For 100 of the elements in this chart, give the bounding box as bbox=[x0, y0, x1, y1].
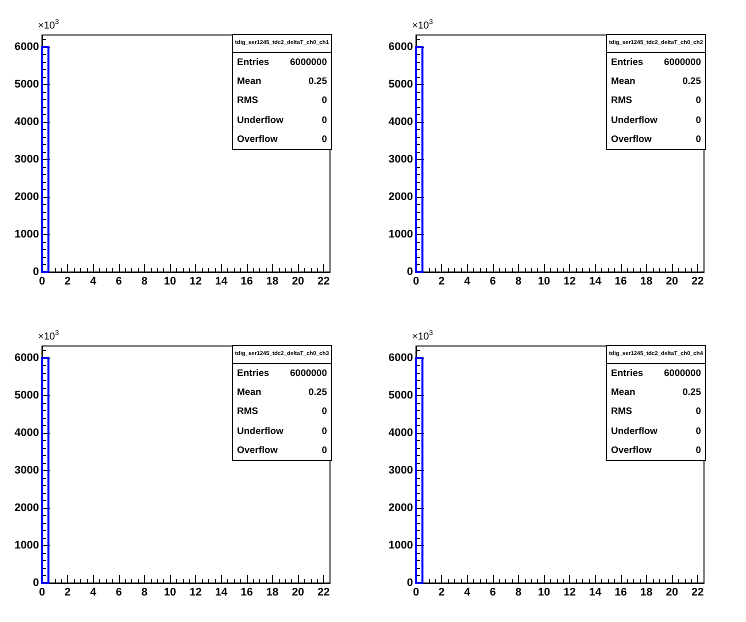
x-tick-label: 12 bbox=[563, 586, 576, 598]
x-tick-label: 8 bbox=[141, 276, 148, 288]
x-tick-label: 2 bbox=[64, 276, 71, 288]
y-tick-label: 5000 bbox=[388, 390, 413, 402]
y-tick-label: 4000 bbox=[388, 427, 413, 439]
annotation: RMS bbox=[237, 405, 258, 420]
x-tick-label: 8 bbox=[515, 586, 522, 598]
y-tick-label: 5000 bbox=[14, 78, 39, 90]
x-tick-label: 4 bbox=[90, 276, 98, 288]
annotation: Underflow bbox=[611, 114, 658, 128]
x-tick-label: 8 bbox=[515, 276, 522, 288]
y-tick-label: 1000 bbox=[388, 540, 413, 552]
x-tick-label: 6 bbox=[490, 586, 496, 598]
x-tick-label: 12 bbox=[189, 276, 202, 288]
y-tick-label: 1000 bbox=[14, 540, 39, 552]
x-tick-label: 20 bbox=[292, 276, 304, 288]
annotation: Underflow bbox=[611, 424, 658, 439]
annotation: Entries bbox=[611, 56, 644, 70]
x-tick-label: 16 bbox=[614, 586, 627, 598]
annotation: 0 bbox=[696, 114, 701, 128]
annotation: RMS bbox=[611, 405, 632, 420]
annotation: 0 bbox=[696, 424, 701, 439]
x-tick-label: 14 bbox=[589, 276, 602, 288]
y-axis-title: ×10$^{3}$ bbox=[38, 330, 59, 342]
y-tick-label: 0 bbox=[32, 266, 39, 278]
x-tick-label: 20 bbox=[666, 276, 678, 288]
y-tick-label: 6000 bbox=[14, 352, 39, 364]
annotation: Overflow bbox=[611, 444, 652, 458]
x-tick-label: 16 bbox=[240, 586, 253, 598]
x-tick-label: 16 bbox=[240, 276, 253, 288]
annotation: 0 bbox=[322, 405, 327, 420]
x-tick-label: 10 bbox=[538, 586, 550, 598]
annotation: 6000000 bbox=[290, 367, 327, 381]
x-tick-label: 8 bbox=[141, 586, 148, 598]
annotation: 0 bbox=[696, 405, 701, 420]
annotation: 0 bbox=[696, 94, 701, 108]
y-tick-label: 2000 bbox=[14, 191, 39, 203]
annotation: 0.25 bbox=[308, 75, 327, 90]
y-tick-label: 2000 bbox=[14, 502, 39, 514]
x-tick-label: 14 bbox=[215, 276, 228, 288]
x-tick-label: 14 bbox=[589, 586, 602, 598]
annotation: 0 bbox=[322, 132, 327, 147]
x-tick-label: 22 bbox=[317, 586, 330, 598]
x-tick-label: 10 bbox=[164, 586, 176, 598]
y-tick-label: 5000 bbox=[14, 390, 39, 402]
x-tick-label: 14 bbox=[215, 586, 228, 598]
y-tick-label: 2000 bbox=[388, 502, 413, 514]
annotation: Mean bbox=[237, 386, 262, 400]
annotation: Entries bbox=[237, 367, 270, 381]
annotation: Overflow bbox=[237, 132, 278, 147]
y-tick-label: 1000 bbox=[388, 228, 413, 240]
annotation: 0.25 bbox=[308, 386, 327, 400]
annotation: Mean bbox=[611, 386, 636, 400]
y-tick-label: 4000 bbox=[388, 116, 413, 128]
x-tick-label: 2 bbox=[64, 586, 71, 598]
x-tick-label: 10 bbox=[164, 276, 176, 288]
annotation: 0 bbox=[696, 132, 701, 147]
annotation: 0 bbox=[696, 444, 701, 458]
annotation: Overflow bbox=[237, 444, 278, 458]
y-tick-label: 6000 bbox=[388, 41, 413, 53]
x-tick-label: 2 bbox=[438, 276, 445, 288]
y-tick-label: 4000 bbox=[14, 116, 39, 128]
x-tick-label: 20 bbox=[666, 586, 678, 598]
y-tick-label: 3000 bbox=[388, 464, 413, 476]
annotation: Mean bbox=[237, 75, 262, 90]
x-tick-label: 10 bbox=[538, 276, 550, 288]
x-tick-label: 22 bbox=[691, 276, 704, 288]
x-tick-label: 4 bbox=[464, 586, 472, 598]
x-tick-label: 4 bbox=[464, 276, 472, 288]
annotation: Overflow bbox=[611, 132, 652, 147]
x-tick-label: 22 bbox=[317, 276, 330, 288]
y-tick-label: 0 bbox=[406, 266, 413, 278]
x-tick-label: 18 bbox=[266, 276, 279, 288]
annotation: 0 bbox=[322, 424, 327, 439]
x-tick-label: 12 bbox=[563, 276, 576, 288]
x-tick-label: 6 bbox=[490, 276, 496, 288]
annotation: Underflow bbox=[237, 114, 284, 128]
annotation: 0 bbox=[322, 444, 327, 458]
x-tick-label: 18 bbox=[266, 586, 279, 598]
x-tick-label: 18 bbox=[640, 586, 653, 598]
x-tick-label: 16 bbox=[614, 276, 627, 288]
y-tick-label: 3000 bbox=[388, 154, 413, 166]
y-axis-title: ×10$^{3}$ bbox=[412, 19, 433, 32]
y-tick-label: 1000 bbox=[14, 228, 39, 240]
annotation: RMS bbox=[611, 94, 632, 108]
x-tick-label: 6 bbox=[116, 276, 122, 288]
y-tick-label: 6000 bbox=[14, 41, 39, 53]
annotation: 6000000 bbox=[664, 367, 701, 381]
x-tick-label: 22 bbox=[691, 586, 704, 598]
annotation: 6000000 bbox=[664, 56, 701, 70]
y-tick-label: 0 bbox=[406, 577, 413, 589]
x-tick-label: 18 bbox=[640, 276, 653, 288]
annotation: 0.25 bbox=[682, 386, 701, 400]
annotation: 0.25 bbox=[682, 75, 701, 90]
annotation: Entries bbox=[237, 56, 270, 70]
annotation: Underflow bbox=[237, 424, 284, 439]
y-tick-label: 4000 bbox=[14, 427, 39, 439]
x-tick-label: 12 bbox=[189, 586, 202, 598]
annotation: 0 bbox=[322, 94, 327, 108]
annotation: Mean bbox=[611, 75, 636, 90]
